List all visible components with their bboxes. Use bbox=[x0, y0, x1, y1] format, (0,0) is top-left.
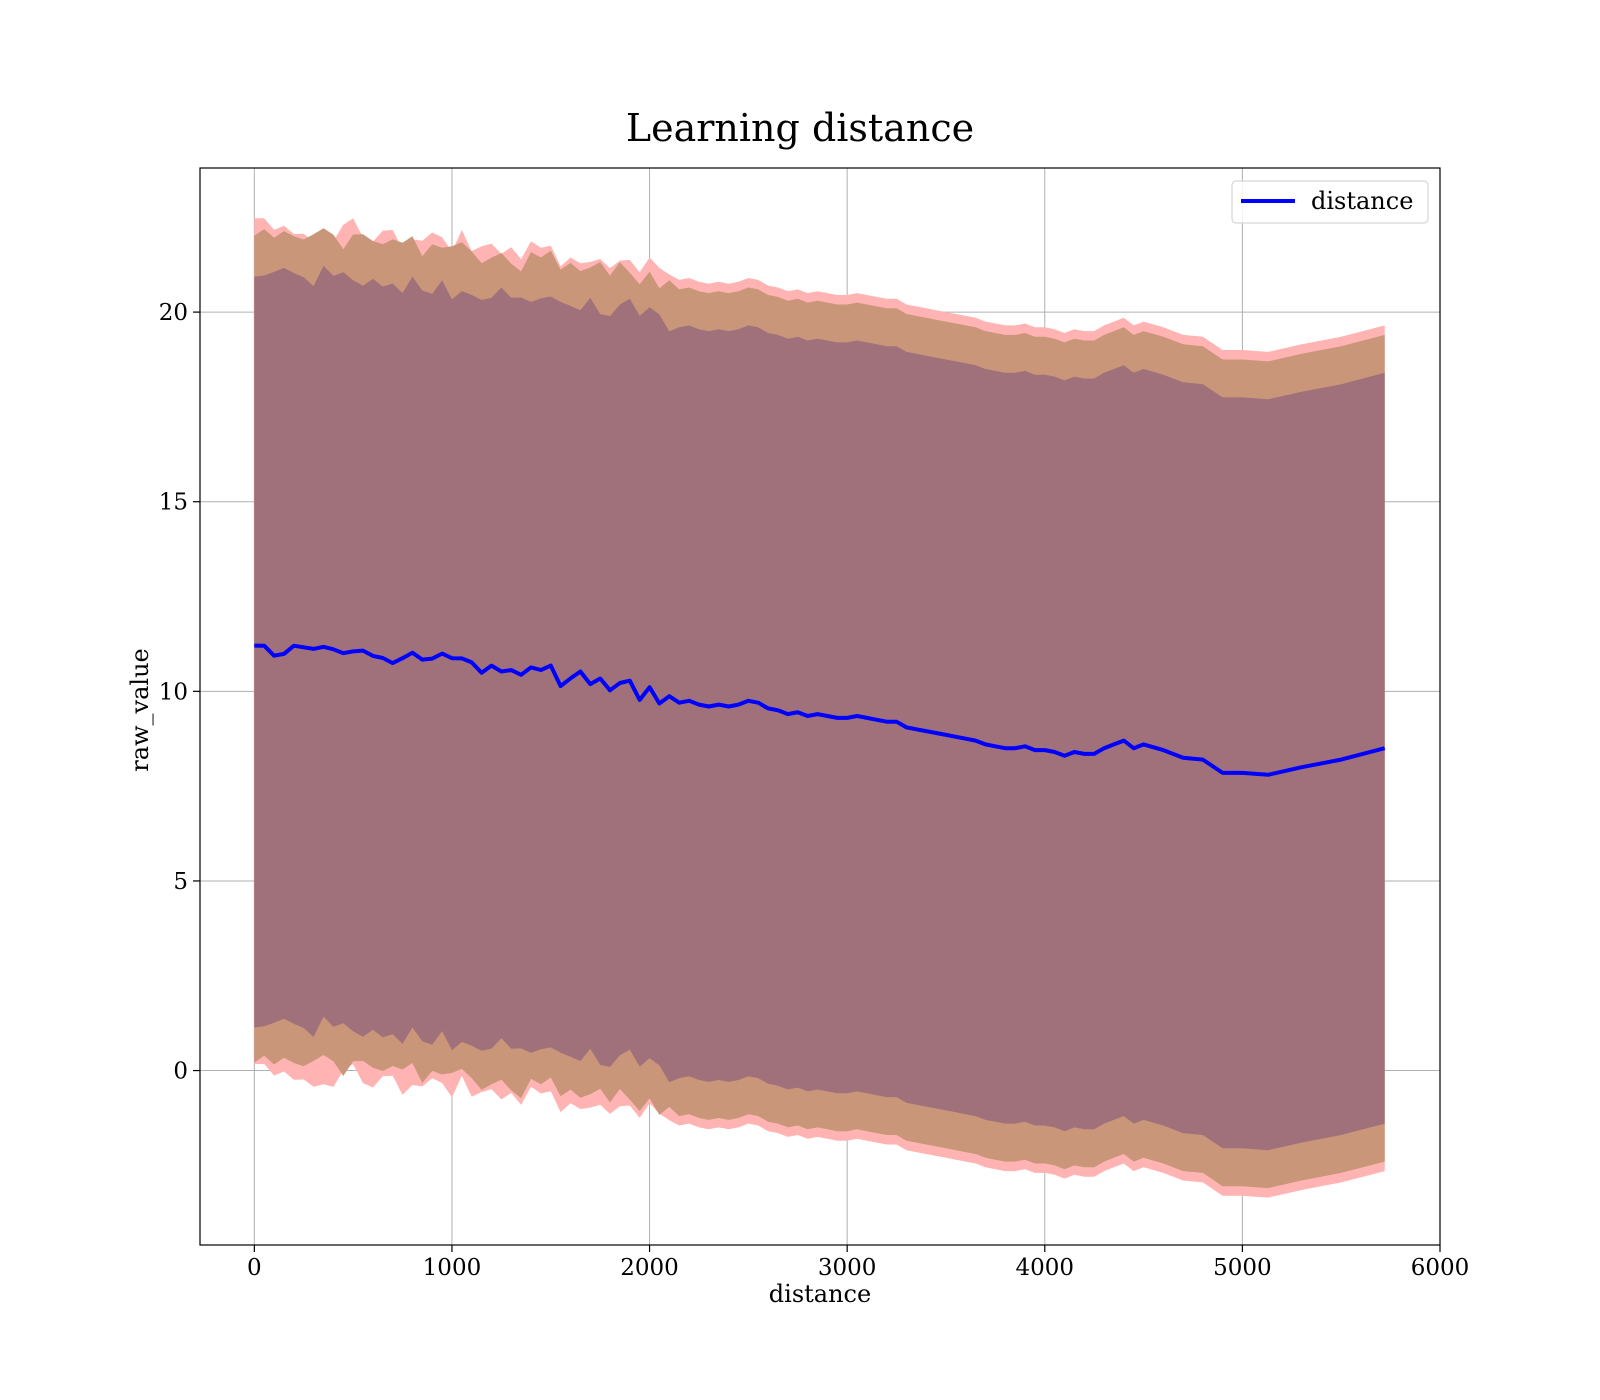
y-tick-label: 0 bbox=[173, 1059, 188, 1085]
y-tick-label: 20 bbox=[159, 300, 188, 326]
band-inner bbox=[254, 265, 1385, 1151]
y-tick-label: 10 bbox=[159, 679, 188, 705]
bands bbox=[254, 218, 1385, 1198]
x-tick-label: 5000 bbox=[1213, 1255, 1272, 1281]
x-axis-label: distance bbox=[769, 1280, 871, 1308]
legend-entry-distance: distance bbox=[1311, 187, 1413, 215]
x-tick-label: 6000 bbox=[1411, 1255, 1470, 1281]
legend-box bbox=[1231, 180, 1429, 224]
x-tick-label: 0 bbox=[247, 1255, 262, 1281]
x-tick-label: 3000 bbox=[818, 1255, 877, 1281]
chart-title: Learning distance bbox=[626, 106, 974, 150]
x-tick-label: 4000 bbox=[1016, 1255, 1075, 1281]
y-tick-label: 5 bbox=[173, 869, 188, 895]
y-ticks: 0 5 10 15 20 bbox=[159, 300, 200, 1085]
x-tick-label: 1000 bbox=[423, 1255, 482, 1281]
y-axis-label: raw_value bbox=[126, 648, 154, 772]
x-ticks: 0 1000 2000 3000 4000 5000 6000 bbox=[247, 1245, 1469, 1281]
plot-frame bbox=[199, 167, 1441, 1246]
line-layer bbox=[254, 643, 1386, 777]
series-line-distance bbox=[254, 643, 1386, 777]
x-tick-label: 2000 bbox=[620, 1255, 679, 1281]
legend: distance bbox=[1231, 180, 1429, 224]
y-tick-label: 15 bbox=[159, 490, 188, 516]
